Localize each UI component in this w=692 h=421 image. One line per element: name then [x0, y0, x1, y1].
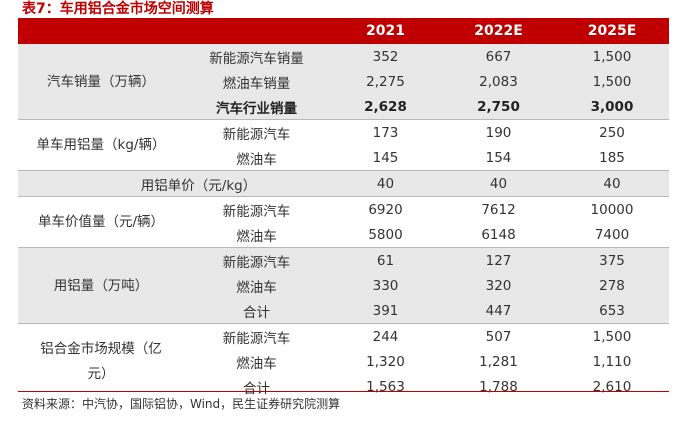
table-row: 合计 391 447 653	[18, 298, 669, 324]
table-row: 燃油车 5800 6148 7400	[18, 222, 669, 248]
header-row: 2021 2022E 2025E	[18, 18, 669, 44]
value-cell: 145	[329, 145, 442, 171]
subcategory-cell: 燃油车	[184, 222, 329, 248]
table-row: 燃油车 145 154 185	[18, 145, 669, 171]
category-cell: 用铝单价（元/kg）	[18, 170, 329, 197]
header-cell-2021: 2021	[329, 18, 442, 44]
category-cell: 汽车销量（万辆）	[18, 44, 184, 120]
value-cell: 40	[442, 170, 555, 197]
value-cell: 1,788	[442, 374, 555, 399]
table-row: 合计 1,563 1,788 2,610	[18, 374, 669, 399]
value-cell: 2,628	[329, 94, 442, 120]
subcategory-cell: 新能源汽车	[184, 323, 329, 349]
category-cell: 单车用铝量（kg/辆）	[18, 119, 184, 171]
source-note: 资料来源：中汽协，国际铝协，Wind，民生证券研究院测算	[22, 397, 341, 411]
value-cell: 40	[555, 170, 669, 197]
value-cell: 391	[329, 298, 442, 324]
subcategory-cell: 汽车行业销量	[184, 94, 329, 120]
table-row: 汽车销量（万辆） 新能源汽车销量 352 667 1,500	[18, 44, 669, 120]
subcategory-cell: 燃油车销量	[184, 69, 329, 94]
value-cell: 447	[442, 298, 555, 324]
value-cell: 185	[555, 145, 669, 171]
value-cell: 7400	[555, 222, 669, 248]
table-row: 铝合金市场规模（亿元） 新能源汽车 244 507 1,500	[18, 323, 669, 399]
table-row: 燃油车 1,320 1,281 1,110	[18, 349, 669, 374]
value-cell: 278	[555, 273, 669, 298]
table-row: 用铝量（万吨） 新能源汽车 61 127 375	[18, 247, 669, 324]
value-cell: 1,500	[555, 44, 669, 69]
value-cell: 173	[329, 119, 442, 145]
table-row: 单车价值量（元/辆） 新能源汽车 6920 7612 10000	[18, 196, 669, 248]
table-title: 表7：车用铝合金市场空间测算	[22, 1, 214, 17]
subcategory-cell: 新能源汽车销量	[184, 44, 329, 69]
value-cell: 1,500	[555, 323, 669, 349]
value-cell: 244	[329, 323, 442, 349]
value-cell: 667	[442, 44, 555, 69]
value-cell: 1,563	[329, 374, 442, 399]
value-cell: 2,275	[329, 69, 442, 94]
subcategory-cell: 新能源汽车	[184, 119, 329, 145]
category-cell: 铝合金市场规模（亿元）	[18, 323, 184, 399]
value-cell: 1,320	[329, 349, 442, 374]
value-cell: 127	[442, 247, 555, 273]
table-bottom-rule	[18, 391, 669, 392]
value-cell: 2,610	[555, 374, 669, 399]
table-row: 单车用铝量（kg/辆） 新能源汽车 173 190 250	[18, 119, 669, 171]
subcategory-cell: 合计	[184, 298, 329, 324]
value-cell: 352	[329, 44, 442, 69]
value-cell: 330	[329, 273, 442, 298]
value-cell: 6148	[442, 222, 555, 248]
subcategory-cell: 新能源汽车	[184, 247, 329, 273]
value-cell: 507	[442, 323, 555, 349]
value-cell: 154	[442, 145, 555, 171]
value-cell: 61	[329, 247, 442, 273]
value-cell: 2,083	[442, 69, 555, 94]
value-cell: 190	[442, 119, 555, 145]
table-row: 燃油车销量 2,275 2,083 1,500	[18, 69, 669, 94]
header-cell-blank	[18, 18, 184, 44]
subcategory-cell: 合计	[184, 374, 329, 399]
value-cell: 250	[555, 119, 669, 145]
value-cell: 7612	[442, 196, 555, 222]
table-row-total: 汽车行业销量 2,628 2,750 3,000	[18, 94, 669, 120]
category-cell: 单车价值量（元/辆）	[18, 196, 184, 248]
value-cell: 653	[555, 298, 669, 324]
value-cell: 3,000	[555, 94, 669, 120]
data-table: 2021 2022E 2025E 汽车销量（万辆） 新能源汽车销量 352 66…	[18, 18, 669, 399]
value-cell: 375	[555, 247, 669, 273]
value-cell: 10000	[555, 196, 669, 222]
header-cell-2025e: 2025E	[555, 18, 669, 44]
value-cell: 5800	[329, 222, 442, 248]
category-cell: 用铝量（万吨）	[18, 247, 184, 324]
subcategory-cell: 燃油车	[184, 349, 329, 374]
value-cell: 1,500	[555, 69, 669, 94]
value-cell: 1,281	[442, 349, 555, 374]
value-cell: 1,110	[555, 349, 669, 374]
value-cell: 40	[329, 170, 442, 197]
subcategory-cell: 燃油车	[184, 145, 329, 171]
table-row: 用铝单价（元/kg） 40 40 40	[18, 170, 669, 197]
header-cell-2022e: 2022E	[442, 18, 555, 44]
value-cell: 6920	[329, 196, 442, 222]
value-cell: 2,750	[442, 94, 555, 120]
table-row: 燃油车 330 320 278	[18, 273, 669, 298]
header-cell-blank	[184, 18, 329, 44]
value-cell: 320	[442, 273, 555, 298]
subcategory-cell: 新能源汽车	[184, 196, 329, 222]
subcategory-cell: 燃油车	[184, 273, 329, 298]
